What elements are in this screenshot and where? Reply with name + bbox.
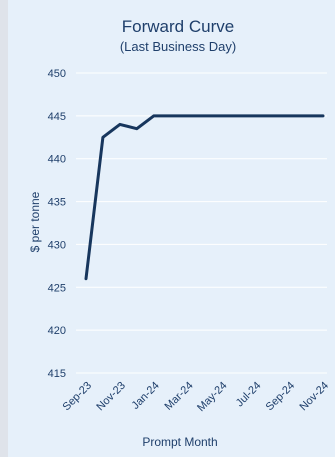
y-axis-ticks: 415 420 425 430 435 440 445 450 <box>48 68 66 380</box>
x-tick-label: Nov-23 <box>94 380 128 414</box>
x-tick-label: Jul-24 <box>234 380 264 410</box>
x-tick-label: Nov-24 <box>298 380 332 414</box>
series-layer <box>84 114 325 281</box>
y-tick-label: 425 <box>48 282 66 294</box>
forward-curve-line <box>84 114 325 281</box>
x-axis-ticks: Sep-23 Nov-23 Jan-24 Mar-24 May-24 Jul-24 Sep-… <box>61 380 332 414</box>
x-tick-label: Sep-24 <box>264 380 298 414</box>
y-axis-label: $ per tonne <box>28 191 42 252</box>
chart-title: Forward Curve <box>122 17 234 36</box>
chart-subtitle: (Last Business Day) <box>120 39 236 54</box>
x-axis-label: Prompt Month <box>142 435 217 449</box>
y-tick-label: 420 <box>48 325 66 337</box>
x-tick-label: Sep-23 <box>61 380 95 414</box>
x-tick-label: Jan-24 <box>130 380 162 412</box>
x-tick-label: May-24 <box>195 380 229 414</box>
y-tick-label: 445 <box>48 111 66 123</box>
y-tick-label: 430 <box>48 239 66 251</box>
y-tick-label: 450 <box>48 68 66 80</box>
gridlines <box>76 72 327 374</box>
chart-panel <box>8 0 335 457</box>
y-tick-label: 440 <box>48 154 66 166</box>
x-tick-label: Mar-24 <box>163 380 196 413</box>
y-tick-label: 435 <box>48 197 66 209</box>
y-tick-label: 415 <box>48 368 66 380</box>
